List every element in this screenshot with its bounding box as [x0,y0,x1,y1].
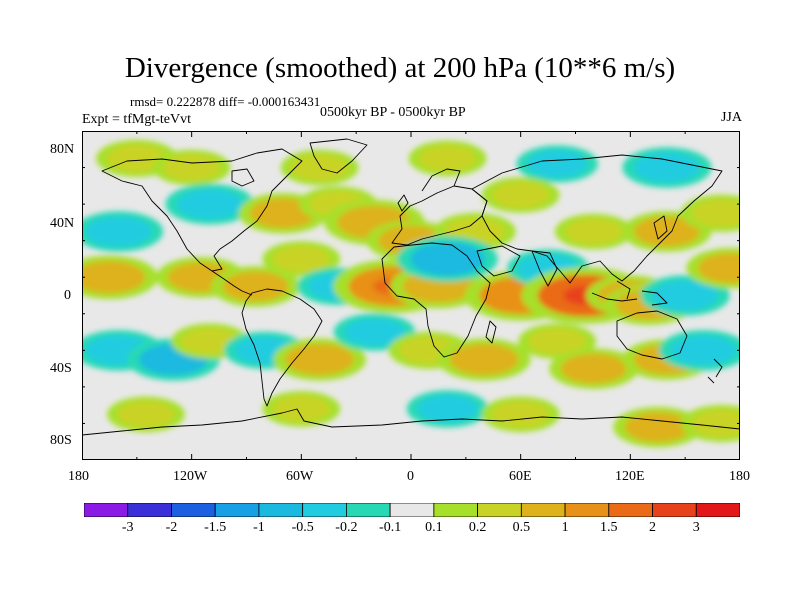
colorbar-swatch [171,503,216,517]
coastline-antarctica [82,408,740,436]
colorbar-swatch [302,503,347,517]
divergence-region [222,271,289,302]
colorbar-swatch [564,503,610,517]
divergence-region [285,343,355,376]
coastline-indonesia [591,280,668,306]
coastline-arabia [476,245,521,277]
coastline-australia [616,310,688,360]
divergence-region [624,412,691,443]
divergence-region [418,145,477,172]
colorbar-swatch [652,503,697,517]
lon-label-180w: 180 [68,469,89,484]
colorbar-swatch [477,503,522,517]
colorbar-swatch [608,503,653,517]
plot-title: Divergence (smoothed) at 200 hPa (10**6 … [124,52,676,84]
colorbar-label-m0-5: -0.5 [291,520,314,535]
colorbar-label-m0-1: -0.1 [379,520,402,535]
colorbar-label-m1-5: -1.5 [204,520,227,535]
colorbar-label-p0-2: 0.2 [468,520,487,535]
coastline-hudson-bay [231,168,255,187]
divergence-region [528,327,587,355]
divergence-region [82,261,146,294]
colorbar-label-p0-1: 0.1 [425,520,443,535]
colorbar-swatch [214,503,260,517]
coastline-india [531,250,558,287]
divergence-region [106,144,168,173]
colorbar-swatch [389,503,435,517]
divergence-region [691,409,740,438]
colorbar-label-p3: 3 [692,520,700,535]
period-label: 0500kyr BP - 0500kyr BP [320,105,466,120]
lon-label-180e: 180 [729,469,750,484]
lon-label-60e: 60E [509,469,532,484]
divergence-region [633,152,700,183]
colorbar-swatch [433,503,479,517]
colorbar-swatch [127,503,172,517]
divergence-region [85,216,152,247]
colorbar-swatch [345,503,391,517]
divergence-region [344,318,405,346]
divergence-region [697,253,740,284]
lon-label-60w: 60W [286,469,314,484]
lat-label-80n: 80N [50,142,75,157]
coastline-greenland [309,138,368,174]
colorbar-label-p1: 1 [561,520,569,535]
coastline-africa [381,242,491,358]
divergence-region [527,150,588,178]
coastline-scandinavia [421,168,461,192]
coastline-madagascar [485,320,497,344]
divergence-map [82,131,740,460]
colorbar [84,503,740,517]
colorbar-label-p1-5: 1.5 [600,520,618,535]
colorbar-swatch [520,503,566,517]
divergence-region [272,395,331,423]
colorbar-label-m1: -1 [253,520,265,535]
divergence-region [117,401,175,428]
colorbar-swatch [258,503,304,517]
coastline-british-isles [397,194,409,212]
divergence-region [162,154,221,181]
divergence-region [410,242,485,276]
coastline-south-america [241,288,323,407]
colorbar-label-p0-5: 0.5 [512,520,531,535]
divergence-region [491,181,550,209]
divergence-region [491,401,550,428]
divergence-region [272,245,331,273]
lon-label-0: 0 [407,469,414,484]
lat-label-eq: 0 [64,288,71,303]
experiment-label: Expt = tfMgt-teVvt [82,112,191,127]
colorbar-swatch [695,503,740,517]
lat-label-80s: 80S [50,433,72,448]
divergence-region [560,353,627,384]
colorbar-swatch [84,503,129,517]
divergence-region [670,335,737,366]
lon-label-120w: 120W [173,469,208,484]
lat-label-40s: 40S [50,361,72,376]
coastline-central-america [211,270,253,296]
divergence-region [176,189,243,220]
rmsd-diff-stats: rmsd= 0.222878 diff= -0.000163431 [130,94,321,109]
colorbar-label-m0-2: -0.2 [335,520,358,535]
coastline-japan [653,215,668,240]
lat-label-40n: 40N [50,216,75,231]
colorbar-label-p2: 2 [649,520,657,535]
season-label: JJA [720,110,742,125]
coastline-asia [471,154,723,284]
coastline-new-zealand [707,358,723,384]
divergence-region [290,154,349,181]
divergence-region [691,199,740,228]
lon-label-120e: 120E [615,469,645,484]
divergence-region [564,218,623,245]
divergence-region [417,395,478,423]
divergence-region [181,327,239,355]
divergence-region [652,280,719,311]
colorbar-label-m2: -2 [165,520,178,535]
coastline-north-america [101,148,303,272]
colorbar-label-m3: -3 [121,520,134,535]
divergence-region [449,343,519,376]
